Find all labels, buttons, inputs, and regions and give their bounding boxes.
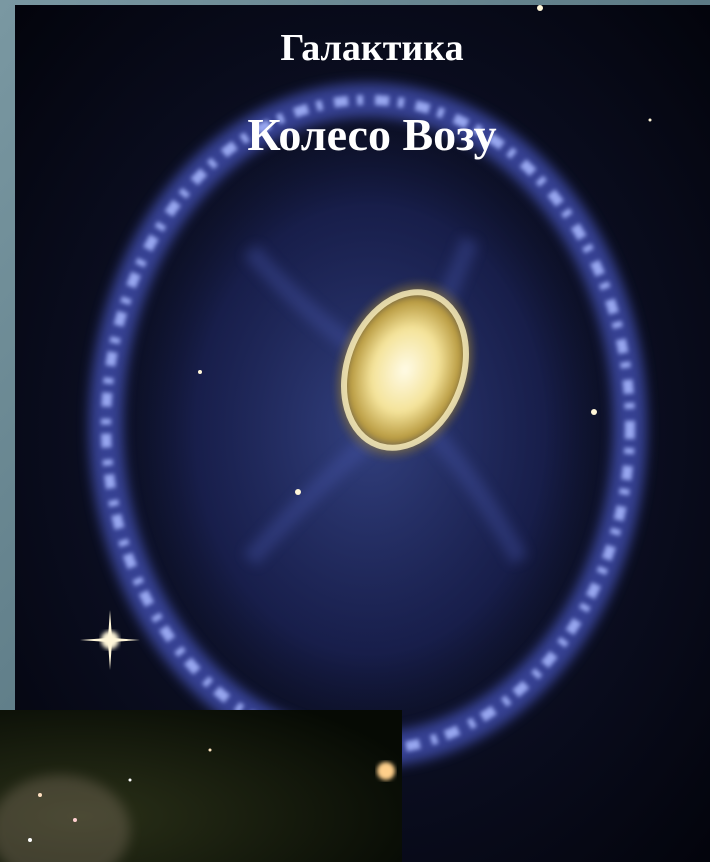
- star: [648, 118, 652, 122]
- title-line: Колесо Возу: [247, 109, 496, 160]
- title-line: Галактика: [280, 27, 463, 69]
- star: [208, 748, 212, 752]
- star: [28, 838, 32, 842]
- star: [73, 818, 77, 822]
- galaxy-core-ring: [341, 289, 469, 451]
- star: [198, 370, 202, 374]
- star: [38, 793, 42, 797]
- galaxy-core: [331, 277, 479, 463]
- star-spike: [80, 610, 140, 670]
- star: [537, 5, 543, 11]
- star: [591, 409, 597, 415]
- star: [377, 762, 395, 780]
- star: [295, 489, 301, 495]
- inset-photo: [0, 710, 402, 862]
- star: [128, 778, 132, 782]
- galaxy: [89, 83, 647, 767]
- stars: [80, 5, 652, 670]
- star-cluster: [0, 775, 130, 862]
